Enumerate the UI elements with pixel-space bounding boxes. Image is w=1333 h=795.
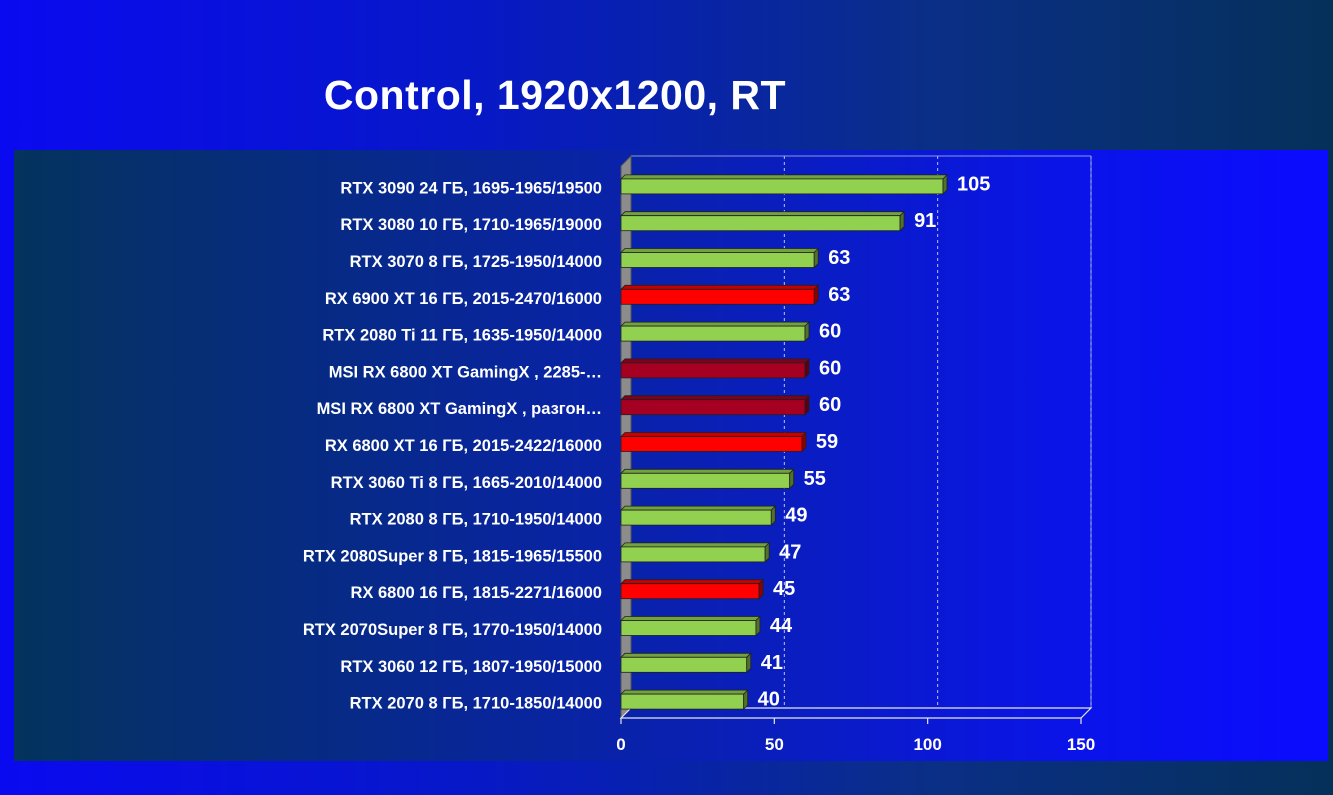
bar-end-face (770, 505, 776, 527)
category-label: RTX 2070Super 8 ГБ, 1770-1950/14000 (303, 621, 602, 639)
bar-front-face (620, 325, 806, 342)
bar-top-face (620, 616, 761, 621)
bar-front-face (620, 472, 791, 489)
category-label: RX 6800 16 ГБ, 1815-2271/16000 (351, 584, 603, 602)
value-label: 47 (779, 541, 801, 563)
bar-end-face (764, 541, 770, 563)
bar (620, 284, 820, 306)
bar-top-face (620, 689, 749, 695)
category-label: RTX 2070 8 ГБ, 1710-1850/14000 (350, 695, 602, 713)
bar-end-face (801, 431, 807, 453)
bar-end-face (743, 689, 749, 711)
bar-end-face (942, 173, 948, 195)
bar-front-face (620, 399, 806, 416)
bar-top-face (620, 395, 810, 401)
category-label: RTX 3090 24 ГБ, 1695-1965/19500 (340, 179, 602, 197)
value-label: 105 (957, 173, 990, 195)
x-axis-floor (619, 707, 1093, 719)
bar (620, 173, 948, 195)
bar-top-face (620, 579, 764, 585)
bar-top-face (620, 652, 752, 658)
bar (620, 394, 810, 416)
bar-top-face (620, 468, 795, 474)
bar-top-face (620, 505, 777, 511)
value-label: 63 (828, 284, 850, 306)
bar (620, 210, 906, 232)
x-tick-label: 150 (1067, 735, 1095, 754)
bar-end-face (789, 468, 795, 490)
bar-top-face (620, 542, 771, 548)
bar-end-face (804, 357, 810, 379)
value-label: 55 (804, 468, 826, 490)
bar-front-face (620, 178, 944, 195)
bar (620, 652, 752, 674)
category-label: RTX 3060 12 ГБ, 1807-1950/15000 (340, 658, 602, 676)
bar-end-face (746, 652, 752, 674)
value-label: 60 (819, 321, 841, 343)
bar-top-face (620, 284, 820, 290)
category-label: RTX 3080 10 ГБ, 1710-1965/19000 (340, 216, 602, 234)
chart-title: Control, 1920x1200, RT (323, 72, 787, 118)
category-label: RTX 2080Super 8 ГБ, 1815-1965/15500 (303, 547, 602, 565)
value-label: 44 (770, 615, 793, 637)
category-label: MSI RX 6800 XT GamingX , разгон… (317, 400, 602, 418)
bar-front-face (620, 583, 760, 600)
value-label: 49 (785, 505, 807, 527)
bar (620, 541, 771, 563)
category-label: RX 6900 XT 16 ГБ, 2015-2470/16000 (325, 290, 602, 308)
bar (620, 578, 764, 600)
bar (620, 468, 795, 490)
x-tick-label: 50 (765, 735, 784, 754)
category-label: RTX 3060 Ti 8 ГБ, 1665-2010/14000 (331, 474, 602, 492)
value-label: 40 (758, 689, 780, 711)
category-label: MSI RX 6800 XT GamingX , 2285-… (329, 363, 602, 381)
value-label: 60 (819, 357, 841, 379)
bar-top-face (620, 432, 807, 437)
category-label: RX 6800 XT 16 ГБ, 2015-2422/16000 (325, 437, 602, 455)
bar-top-face (620, 248, 820, 253)
value-label: 45 (773, 578, 795, 600)
bar-end-face (899, 210, 905, 232)
bar-front-face (620, 288, 815, 305)
bar-front-face (620, 215, 901, 232)
bars-layer (620, 173, 948, 711)
bar-end-face (804, 394, 810, 416)
bar-end-face (813, 247, 819, 269)
bar (620, 431, 807, 453)
bar (620, 321, 810, 343)
bar-end-face (804, 321, 810, 343)
value-label: 63 (828, 247, 850, 269)
bar-end-face (758, 578, 764, 600)
bar (620, 689, 749, 711)
bar-front-face (620, 693, 745, 710)
value-label: 59 (816, 431, 838, 453)
bar-top-face (620, 211, 906, 217)
bar (620, 247, 820, 269)
bar-front-face (620, 546, 766, 563)
bar-front-face (620, 509, 772, 526)
x-tick-label: 0 (616, 735, 625, 754)
category-label: RTX 3070 8 ГБ, 1725-1950/14000 (350, 253, 602, 271)
bar (620, 357, 810, 379)
bar (620, 615, 761, 637)
bar-top-face (620, 321, 810, 327)
labels-layer: 0 50 100 150 RTX 3090 24 ГБ, 1695-1965/19500… (303, 173, 1095, 754)
bar-top-face (620, 174, 948, 180)
value-label: 60 (819, 394, 841, 416)
category-label: RTX 2080 Ti 11 ГБ, 1635-1950/14000 (322, 327, 602, 345)
bar-front-face (620, 252, 815, 268)
bar-end-face (813, 284, 819, 306)
category-label: RTX 2080 8 ГБ, 1710-1950/14000 (350, 511, 602, 529)
x-tick-label: 100 (913, 735, 941, 754)
bar-front-face (620, 362, 806, 379)
value-label: 91 (914, 210, 936, 232)
bar-end-face (755, 615, 761, 637)
bar-front-face (620, 620, 757, 636)
value-label: 41 (761, 652, 783, 674)
bar-front-face (620, 656, 748, 673)
bar-top-face (620, 358, 810, 364)
bar (620, 505, 777, 527)
bar-front-face (620, 436, 803, 452)
